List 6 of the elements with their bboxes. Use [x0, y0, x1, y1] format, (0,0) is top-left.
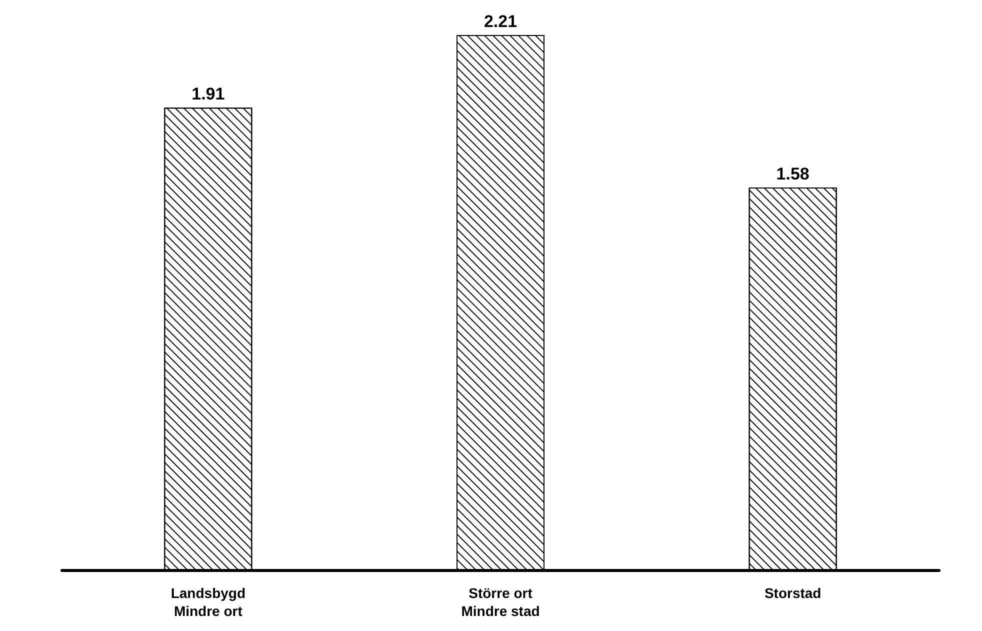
- x-tick-label: Storstad: [764, 585, 822, 601]
- data-label: 1.91: [192, 84, 225, 104]
- data-label: 2.21: [484, 12, 518, 31]
- x-tick-label: Landsbygd Mindre ort: [170, 585, 246, 619]
- x-tick-label: Större ort Mindre stad: [461, 585, 540, 619]
- data-label: 1.58: [776, 164, 810, 184]
